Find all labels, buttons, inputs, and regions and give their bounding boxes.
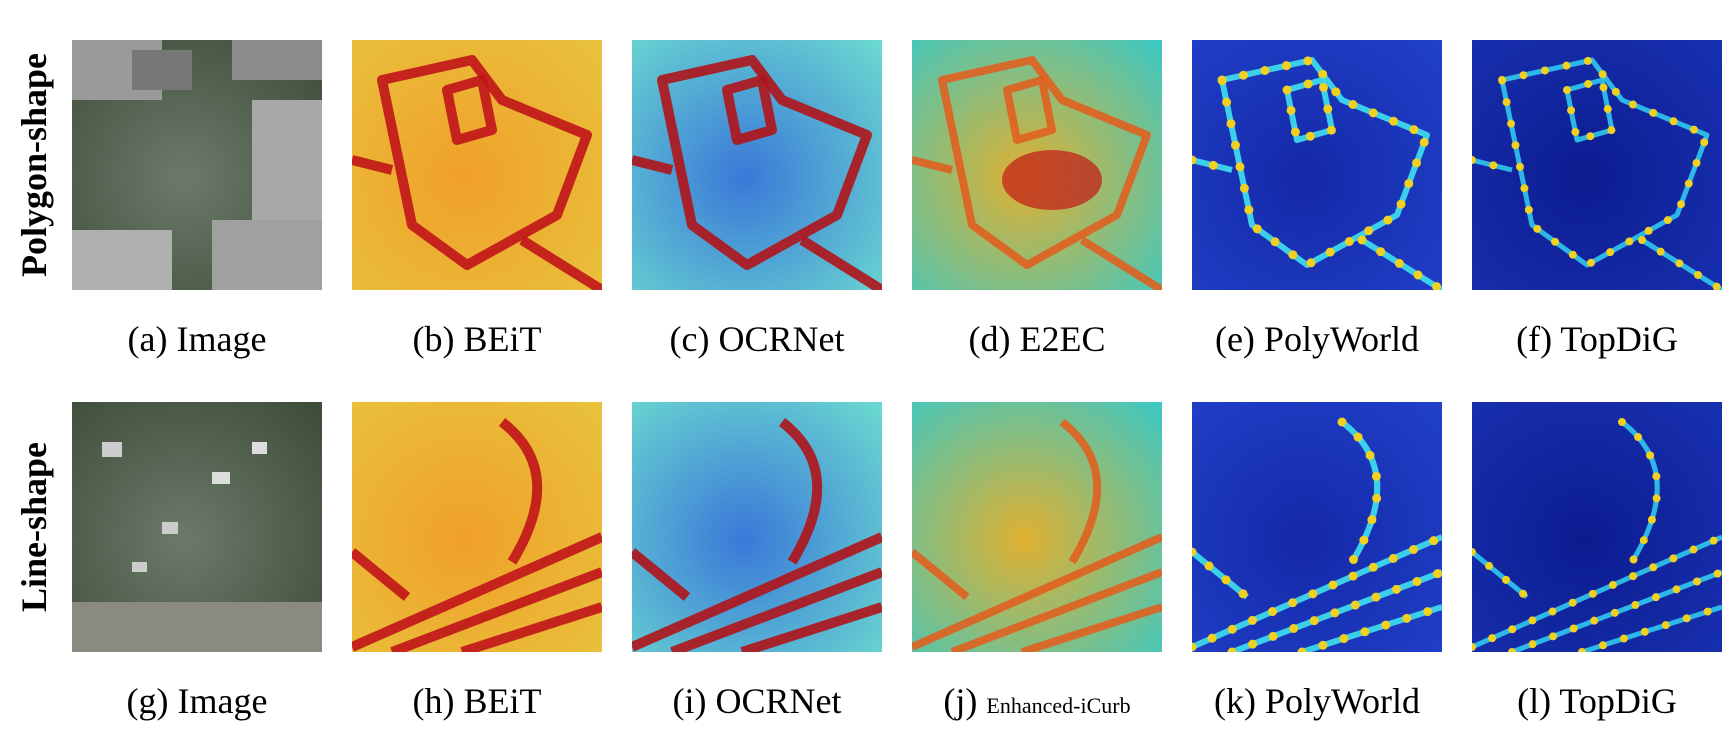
caption-name: OCRNet	[715, 681, 841, 721]
building	[252, 442, 267, 454]
building	[132, 562, 147, 572]
background	[1472, 402, 1722, 652]
caption-name: E2EC	[1019, 319, 1105, 359]
caption: (l) TopDiG	[1452, 680, 1726, 722]
caption-letter: (l)	[1517, 681, 1551, 721]
caption-name: BEiT	[463, 319, 541, 359]
building	[232, 40, 322, 80]
caption-letter: (c)	[670, 319, 710, 359]
caption-name: PolyWorld	[1265, 681, 1420, 721]
caption-name: Enhanced-iCurb	[986, 693, 1130, 718]
building	[72, 230, 172, 290]
caption-letter: (a)	[128, 319, 168, 359]
panel-image	[912, 402, 1162, 652]
caption: (b) BEiT	[332, 318, 622, 360]
building	[72, 602, 322, 652]
panel-image	[352, 402, 602, 652]
building	[212, 220, 322, 290]
panel-image	[72, 402, 322, 652]
caption-letter: (d)	[969, 319, 1011, 359]
caption-name: TopDiG	[1560, 319, 1677, 359]
panel-image	[912, 40, 1162, 290]
panel-image	[72, 40, 322, 290]
caption-name: PolyWorld	[1264, 319, 1419, 359]
caption-letter: (k)	[1214, 681, 1256, 721]
caption: (e) PolyWorld	[1172, 318, 1462, 360]
caption: (k) PolyWorld	[1172, 680, 1462, 722]
caption: (h) BEiT	[332, 680, 622, 722]
row-label: Polygon-shape	[13, 53, 55, 277]
caption: (g) Image	[52, 680, 342, 722]
caption: (f) TopDiG	[1452, 318, 1726, 360]
caption: (j) Enhanced-iCurb	[892, 680, 1182, 722]
figure: Polygon-shape(a) Image(b) BEiT(c) OCRNet…	[0, 0, 1726, 740]
building	[162, 522, 178, 534]
caption: (c) OCRNet	[612, 318, 902, 360]
panel-image	[1192, 402, 1442, 652]
caption-letter: (e)	[1215, 319, 1255, 359]
caption-letter: (i)	[673, 681, 707, 721]
caption-letter: (h)	[413, 681, 455, 721]
building	[102, 442, 122, 457]
caption-name: Image	[177, 319, 267, 359]
panel-image	[632, 402, 882, 652]
caption-letter: (j)	[943, 681, 977, 721]
caption: (i) OCRNet	[612, 680, 902, 722]
caption-name: Image	[178, 681, 268, 721]
panel-image	[1192, 40, 1442, 290]
building	[252, 100, 322, 220]
panel-image	[352, 40, 602, 290]
caption: (a) Image	[52, 318, 342, 360]
caption-letter: (g)	[127, 681, 169, 721]
building	[132, 50, 192, 90]
panel-image	[1472, 40, 1722, 290]
hot-region	[1002, 150, 1102, 210]
panel-image	[632, 40, 882, 290]
row-label: Line-shape	[13, 442, 55, 612]
panel-image	[1472, 402, 1722, 652]
caption-name: OCRNet	[718, 319, 844, 359]
background	[912, 402, 1162, 652]
caption-name: TopDiG	[1559, 681, 1676, 721]
building	[212, 472, 230, 484]
caption-name: BEiT	[463, 681, 541, 721]
caption: (d) E2EC	[892, 318, 1182, 360]
caption-letter: (f)	[1516, 319, 1552, 359]
caption-letter: (b)	[413, 319, 455, 359]
